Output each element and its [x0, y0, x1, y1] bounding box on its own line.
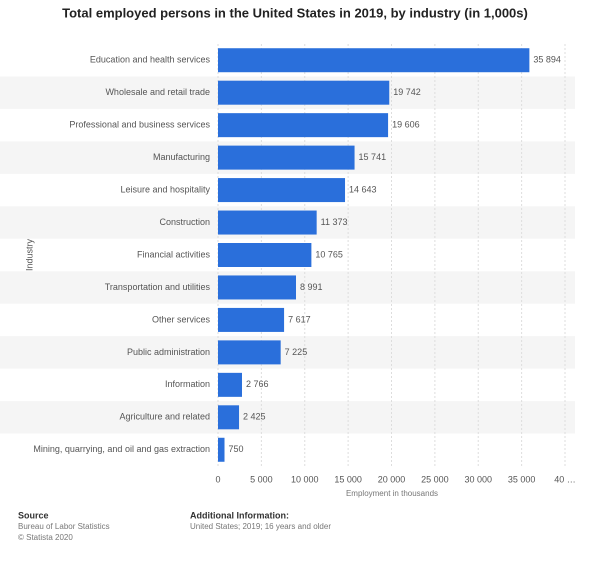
value-label: 8 991 [300, 282, 323, 292]
bar [218, 178, 346, 203]
bar [218, 437, 225, 462]
y-tick-label: Public administration [127, 347, 210, 357]
row-band [0, 401, 575, 434]
bar [218, 340, 281, 365]
y-tick-label: Transportation and utilities [105, 282, 211, 292]
value-label: 7 225 [285, 347, 308, 357]
bar [218, 80, 390, 105]
info-line: United States; 2019; 16 years and older [190, 522, 331, 531]
x-axis-label: Employment in thousands [346, 489, 438, 498]
bar [218, 210, 317, 235]
y-tick-label: Mining, quarrying, and oil and gas extra… [33, 444, 210, 454]
y-tick-label: Construction [159, 217, 210, 227]
x-tick-label: 5 000 [250, 474, 273, 484]
value-label: 19 606 [392, 120, 420, 130]
y-tick-label: Wholesale and retail trade [105, 87, 210, 97]
source-line: © Statista 2020 [18, 533, 73, 542]
bar [218, 372, 242, 397]
x-tick-label: 15 000 [334, 474, 362, 484]
value-label: 35 894 [533, 55, 561, 65]
x-tick-label: 10 000 [291, 474, 319, 484]
y-tick-label: Professional and business services [69, 120, 210, 130]
value-label: 7 617 [288, 314, 311, 324]
source-line: Bureau of Labor Statistics [18, 522, 110, 531]
x-tick-label: 30 000 [464, 474, 492, 484]
bar [218, 275, 296, 300]
row-band [0, 336, 575, 369]
source-heading: Source [18, 510, 49, 520]
y-tick-label: Manufacturing [153, 152, 210, 162]
info-heading: Additional Information: [190, 510, 289, 520]
y-tick-label: Education and health services [90, 55, 211, 65]
x-tick-label: 20 000 [378, 474, 406, 484]
value-label: 10 765 [315, 249, 343, 259]
bar [218, 113, 389, 138]
x-tick-label: 25 000 [421, 474, 449, 484]
bar [218, 243, 312, 267]
y-tick-label: Other services [152, 314, 211, 324]
value-label: 2 766 [246, 379, 269, 389]
chart-title: Total employed persons in the United Sta… [62, 5, 528, 20]
y-axis-label: Industry [24, 238, 34, 271]
bar [218, 145, 355, 170]
y-tick-label: Information [165, 379, 210, 389]
x-tick-label: 35 000 [508, 474, 536, 484]
value-label: 2 425 [243, 412, 266, 422]
y-tick-label: Financial activities [137, 249, 211, 259]
x-tick-label: 40 … [554, 474, 576, 484]
y-tick-label: Leisure and hospitality [120, 184, 210, 194]
value-label: 11 373 [321, 217, 348, 227]
y-tick-label: Agriculture and related [119, 412, 210, 422]
value-label: 14 643 [349, 184, 377, 194]
value-label: 15 741 [359, 152, 387, 162]
value-label: 750 [229, 444, 244, 454]
bar [218, 405, 240, 430]
value-label: 19 742 [393, 87, 421, 97]
bar [218, 307, 285, 332]
x-tick-label: 0 [215, 474, 220, 484]
bar [218, 48, 530, 73]
